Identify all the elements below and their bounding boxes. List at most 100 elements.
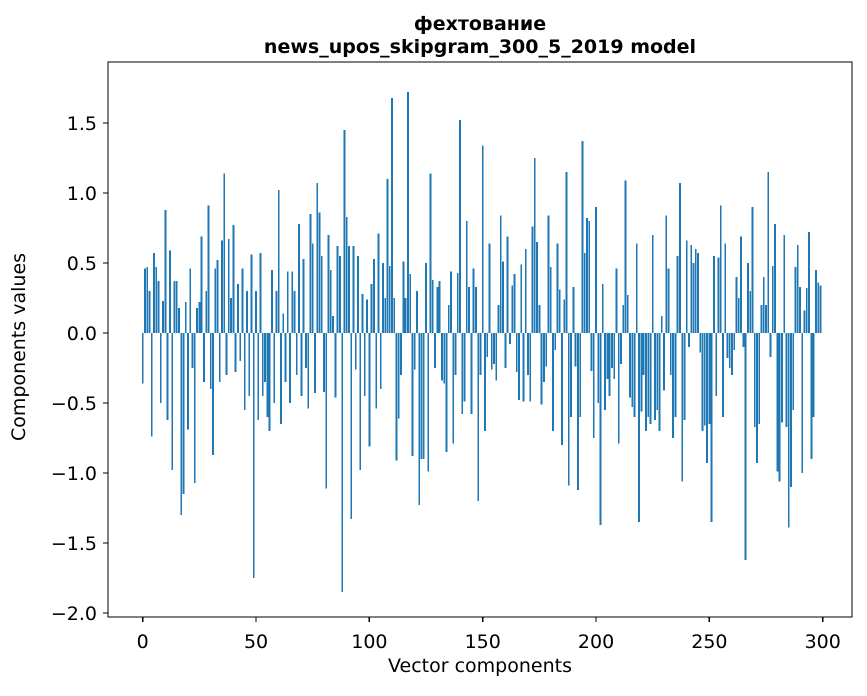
bar xyxy=(713,256,715,333)
bar xyxy=(230,298,232,333)
bar xyxy=(647,333,650,417)
bar xyxy=(214,268,217,333)
bar xyxy=(762,277,765,333)
bar xyxy=(606,333,609,380)
bar xyxy=(703,333,706,426)
bar xyxy=(311,243,314,333)
bar xyxy=(640,333,643,412)
bar xyxy=(443,333,446,384)
bar xyxy=(404,298,407,333)
bar xyxy=(271,270,273,333)
bar xyxy=(527,333,529,375)
bar xyxy=(146,267,149,333)
bar xyxy=(302,258,305,333)
bar xyxy=(776,333,779,472)
bar xyxy=(488,243,491,333)
bar xyxy=(361,293,364,333)
chart-title-word: фехтование xyxy=(414,13,546,35)
bar xyxy=(805,288,808,333)
bar xyxy=(758,333,761,424)
bar xyxy=(592,333,595,438)
bar xyxy=(588,221,591,333)
bar xyxy=(781,333,783,423)
bar xyxy=(234,333,237,373)
bar xyxy=(193,333,196,483)
bar xyxy=(320,256,323,333)
bar xyxy=(513,274,516,333)
bar xyxy=(391,97,393,333)
bar xyxy=(300,333,303,396)
bar xyxy=(622,305,625,333)
bar xyxy=(264,333,266,382)
bar xyxy=(554,333,557,350)
bar xyxy=(243,333,246,410)
bar xyxy=(259,253,262,333)
bar xyxy=(418,333,421,506)
bar xyxy=(413,333,416,370)
bar xyxy=(395,333,398,461)
bar xyxy=(572,286,575,333)
bar xyxy=(203,333,205,382)
bar xyxy=(499,215,502,333)
bar xyxy=(522,333,525,402)
bar xyxy=(683,333,686,420)
bar xyxy=(815,270,817,333)
bar xyxy=(547,215,550,333)
bar xyxy=(660,316,663,333)
bar xyxy=(783,235,786,333)
bar xyxy=(540,333,543,405)
bar xyxy=(277,190,280,333)
bar xyxy=(613,333,616,380)
bar xyxy=(373,258,375,333)
bar xyxy=(552,333,554,431)
bar xyxy=(697,253,699,333)
bar xyxy=(205,291,208,333)
bar xyxy=(719,205,722,333)
bar xyxy=(690,244,693,333)
bar xyxy=(436,286,439,333)
bar xyxy=(336,246,339,333)
bar xyxy=(178,307,180,333)
bar xyxy=(291,271,294,333)
bar xyxy=(427,333,430,472)
bar xyxy=(749,291,752,333)
x-tick-label: 100 xyxy=(351,631,387,653)
bar xyxy=(141,333,144,384)
bar xyxy=(561,333,563,445)
bar xyxy=(753,333,756,427)
bar xyxy=(663,333,665,391)
bar xyxy=(531,226,534,333)
bar xyxy=(563,299,566,333)
bar xyxy=(792,333,795,410)
bar xyxy=(354,333,357,370)
bar xyxy=(756,333,758,464)
bar xyxy=(386,179,389,333)
bar xyxy=(817,282,820,333)
bar xyxy=(477,333,480,501)
bar xyxy=(672,333,675,438)
bar xyxy=(595,207,597,333)
bar xyxy=(148,291,151,333)
bar xyxy=(250,254,253,333)
bar xyxy=(801,333,804,473)
bar xyxy=(586,218,588,333)
bar xyxy=(400,333,402,375)
y-tick-label: 0.5 xyxy=(67,253,97,275)
bar xyxy=(266,333,269,417)
bar xyxy=(495,333,498,381)
bar xyxy=(298,223,300,333)
bar xyxy=(685,240,688,333)
bar xyxy=(726,333,729,359)
bar xyxy=(325,333,328,489)
bar xyxy=(295,333,298,375)
bar xyxy=(153,253,155,333)
bar xyxy=(180,333,183,515)
bar xyxy=(379,333,382,389)
bar xyxy=(255,291,257,333)
bar xyxy=(681,333,684,482)
bar xyxy=(590,333,593,371)
bar xyxy=(799,286,801,333)
bar xyxy=(314,333,316,394)
bar xyxy=(615,268,618,333)
bar xyxy=(468,286,470,333)
